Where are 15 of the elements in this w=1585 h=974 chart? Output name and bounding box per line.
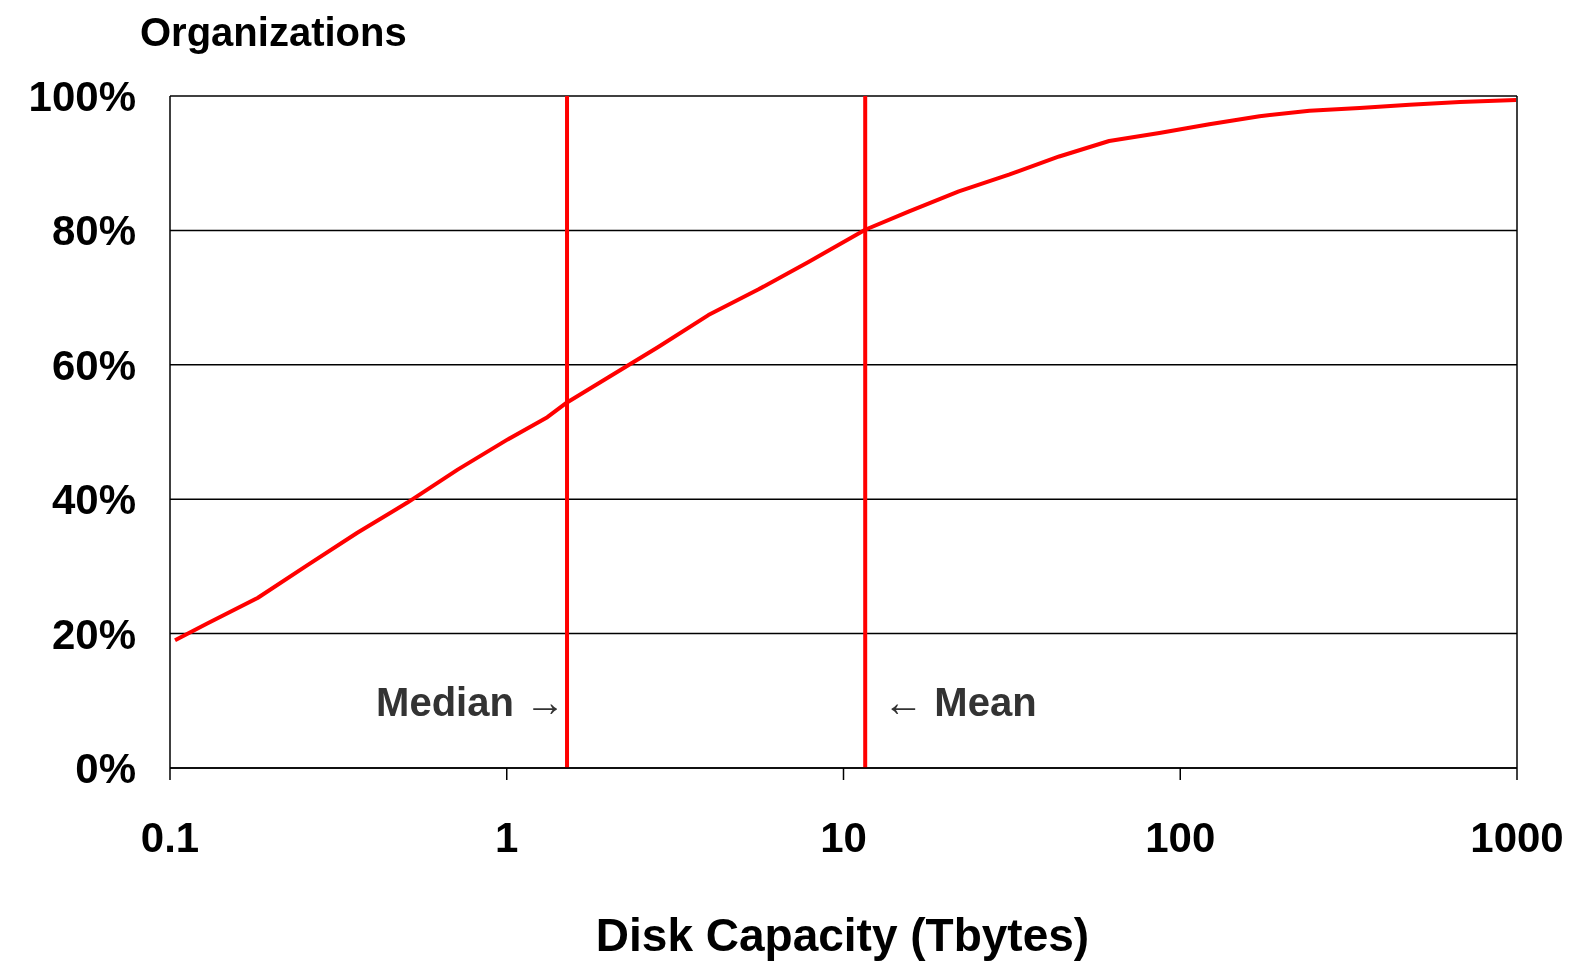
y-tick-label: 80% [51, 207, 136, 255]
x-tick-label: 1 [495, 813, 519, 861]
y-axis-title: Organizations [140, 10, 407, 55]
x-tick-label: 1000 [1470, 813, 1564, 861]
y-tick-label: 100% [28, 72, 136, 120]
y-tick-label: 0% [75, 744, 136, 792]
ref-line-label: ← Mean [883, 680, 1037, 724]
x-axis-title: Disk Capacity (Tbytes) [594, 908, 1091, 962]
x-tick-label: 100 [1145, 813, 1216, 861]
y-tick-label: 20% [51, 610, 136, 658]
ref-line-label: Median → [376, 680, 566, 724]
y-tick-label: 60% [51, 341, 136, 389]
x-tick-label: 10 [820, 813, 867, 861]
y-tick-label: 40% [51, 476, 136, 524]
x-tick-label: 0.1 [140, 813, 200, 861]
